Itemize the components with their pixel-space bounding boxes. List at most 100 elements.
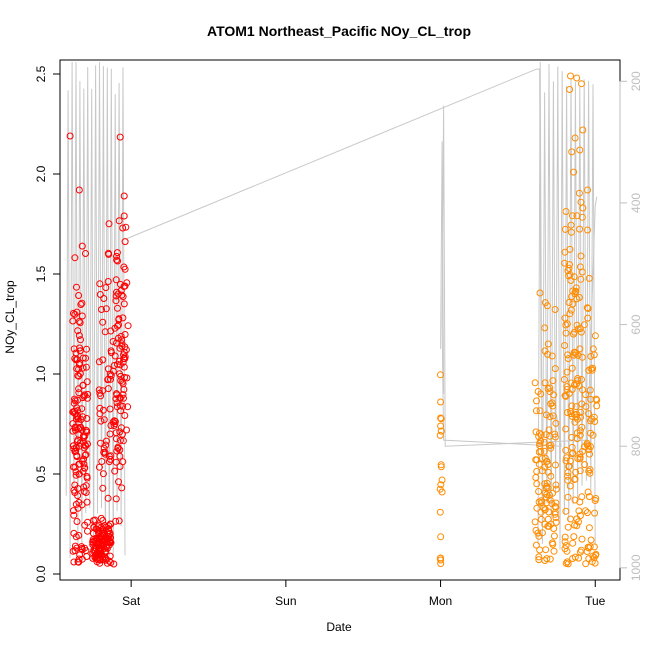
altitude-line-path [124,68,598,447]
data-point [536,289,544,297]
data-point [437,556,445,564]
data-point [592,551,600,559]
data-point [82,363,90,371]
data-point [582,391,589,399]
data-point [116,436,124,444]
data-point [571,134,579,142]
data-point [107,375,114,383]
data-point [113,252,120,260]
data-point [98,306,105,313]
data-point [102,284,110,292]
data-point [563,320,571,328]
data-point [74,485,82,492]
data-point [550,547,558,555]
data-point [120,386,128,393]
data-point [535,448,543,456]
right-tick-label: 600 [629,314,643,334]
data-point [584,442,592,450]
data-point [84,527,91,535]
data-point [115,316,123,324]
data-point [564,472,572,480]
data-point [124,322,132,330]
data-point [74,396,81,404]
data-point [73,308,81,316]
data-point [120,192,128,200]
altitude-line-segment-2 [537,61,596,550]
data-point [590,351,598,359]
data-point [576,512,584,520]
data-point [97,514,105,522]
data-point [106,405,114,413]
data-point [82,250,89,257]
data-point [70,486,78,494]
data-point [96,389,104,397]
data-point [121,412,129,419]
data-point [80,444,88,452]
data-point [97,523,105,531]
data-point [78,312,86,320]
data-point [561,392,569,400]
data-point [105,220,113,228]
data-point [116,428,124,436]
data-point [552,514,560,521]
data-point [537,497,545,505]
data-point [79,354,87,362]
data-point [110,417,118,425]
data-point [112,517,120,525]
data-point [82,451,90,459]
data-point [570,168,578,176]
data-point [548,399,556,407]
data-point [437,533,445,541]
y-tick-label: 0.0 [34,565,48,582]
y-tick-label: 2.0 [34,165,48,182]
data-point [96,280,104,288]
data-point [549,402,557,410]
data-point [541,520,549,528]
data-point [97,417,105,425]
data-point [563,409,571,416]
data-point [81,451,89,459]
data-point [545,426,553,434]
data-point [560,376,568,383]
data-point [571,290,579,298]
data-point [550,532,558,540]
data-point [572,403,580,411]
chart-title: ATOM1 Northeast_Pacific NOy_CL_trop [207,23,471,39]
data-point [550,525,558,532]
data-point [114,304,121,312]
data-point [581,443,588,451]
data-point [99,543,107,551]
data-point [538,529,546,537]
data-point [552,481,560,489]
data-point [586,386,594,394]
data-point [535,488,543,495]
data-point [532,428,540,436]
data-point [95,358,103,366]
x-axis: Sat Sun Mon Tue [122,579,606,608]
data-point [543,411,550,419]
data-point [547,472,555,480]
data-point [562,446,570,454]
data-point [75,292,83,299]
data-point [541,324,549,332]
data-point [582,403,590,410]
right-tick-label: 200 [629,71,643,91]
data-point [587,352,595,360]
data-point [437,481,445,489]
data-point [78,545,86,552]
data-point [109,338,117,345]
data-point [117,407,124,415]
data-point [83,378,91,386]
data-point [578,80,585,88]
data-point [116,133,124,141]
data-point [533,480,541,488]
data-point [584,488,592,496]
data-point [584,226,591,234]
data-point [565,299,573,306]
data-point [589,431,597,439]
data-point [118,342,126,350]
data-point [591,332,599,340]
right-axis: 200 400 600 800 1000 [619,71,643,581]
y-tick-label: 2.5 [34,65,48,82]
